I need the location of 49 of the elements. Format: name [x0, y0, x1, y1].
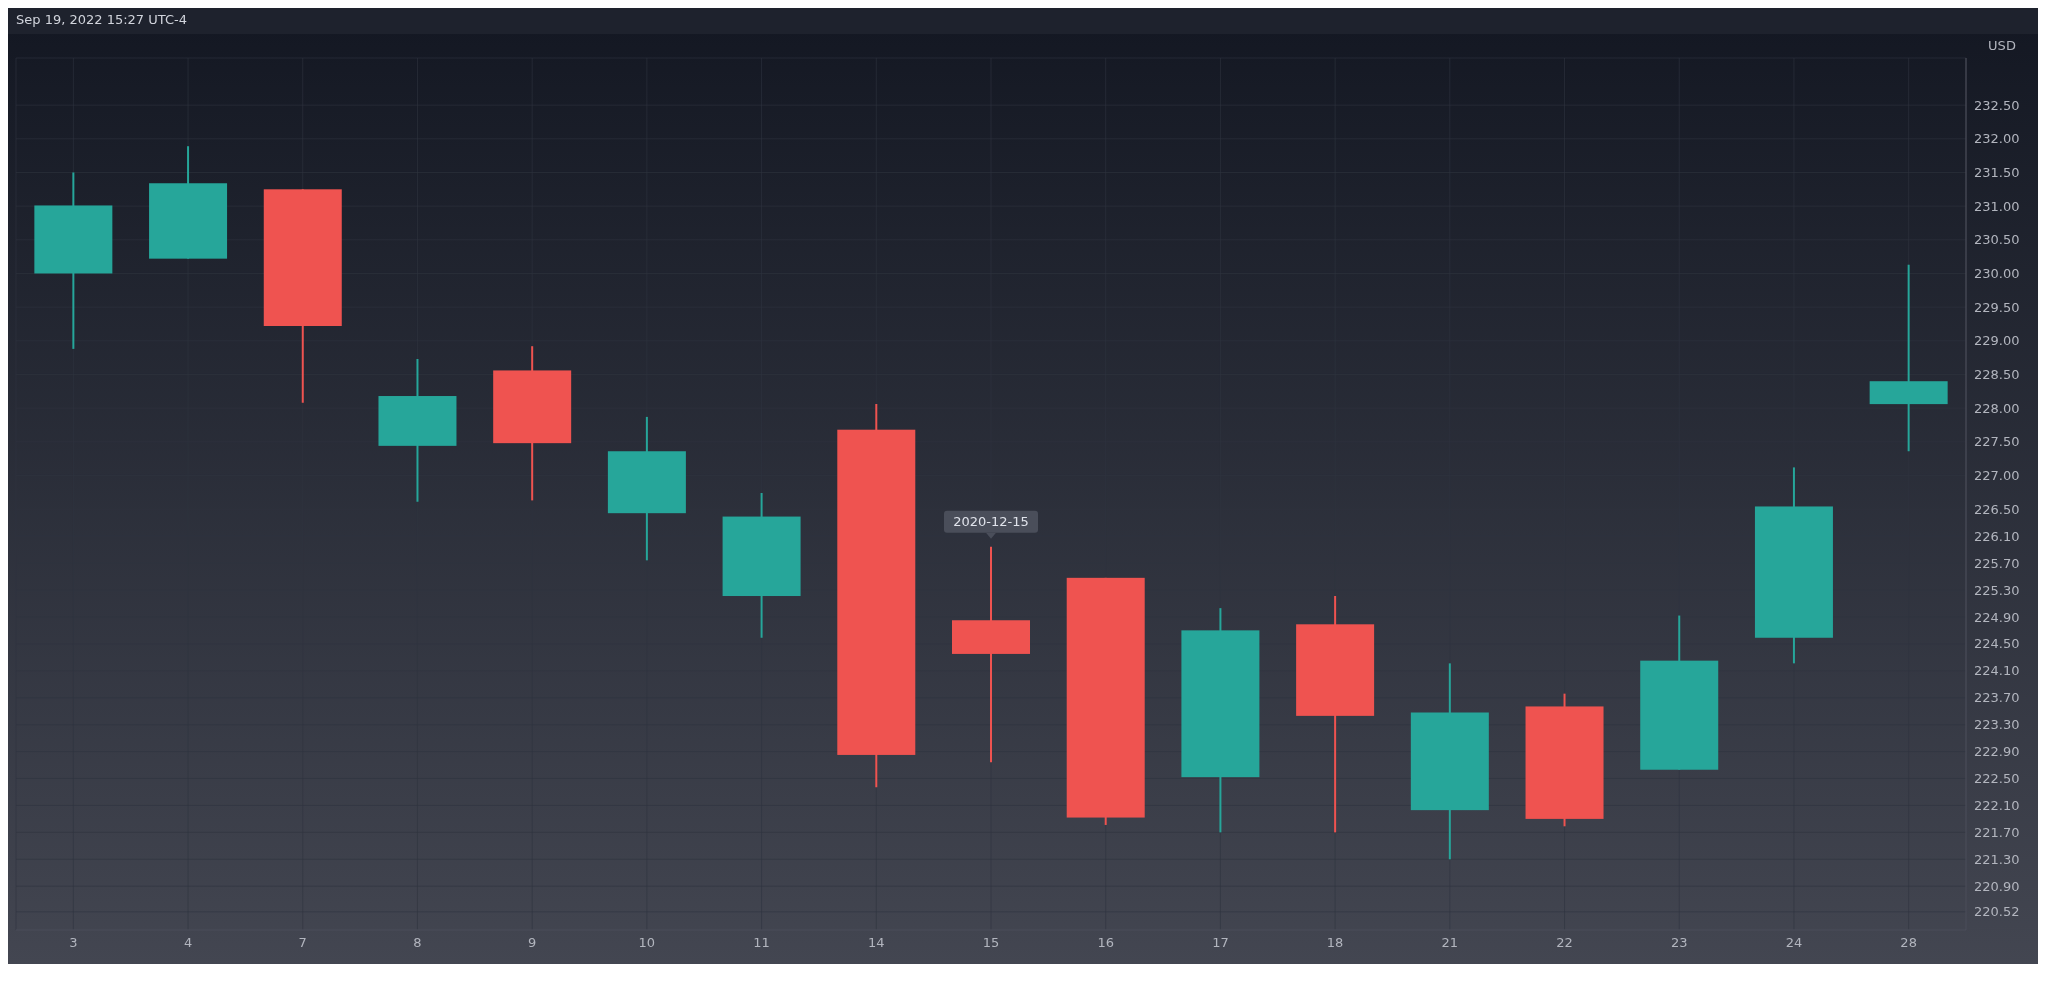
y-tick-label: 228.00 — [1974, 400, 2020, 416]
x-tick-label: 17 — [1212, 935, 1229, 951]
y-tick-label: 230.00 — [1974, 266, 2020, 282]
x-tick-label: 18 — [1326, 935, 1344, 951]
y-tick-label: 222.10 — [1974, 798, 2020, 814]
y-tick-label: 224.50 — [1974, 636, 2020, 652]
y-tick-label: 225.70 — [1974, 555, 2020, 571]
y-tick-label: 232.00 — [1974, 131, 2020, 147]
x-tick-label: 14 — [868, 935, 885, 951]
y-tick-label: 220.52 — [1974, 904, 2020, 920]
y-tick-label: 228.50 — [1974, 367, 2020, 383]
y-tick-label: 229.00 — [1974, 333, 2020, 349]
x-tick-label: 10 — [638, 935, 656, 951]
x-tick-label: 15 — [982, 935, 1000, 951]
annotation: 2020-12-15 — [953, 513, 1029, 529]
x-tick-label: 8 — [413, 935, 422, 951]
y-tick-label: 227.00 — [1974, 468, 2020, 484]
y-tick-label: 222.50 — [1974, 771, 2020, 787]
y-tick-label: 221.70 — [1974, 824, 2020, 840]
y-tick-label: 229.50 — [1974, 299, 2020, 315]
x-tick-label: 21 — [1441, 935, 1459, 951]
x-tick-label: 16 — [1097, 935, 1114, 951]
y-tick-label: 226.10 — [1974, 528, 2020, 544]
x-tick-label: 28 — [1900, 935, 1917, 951]
y-tick-label: 225.30 — [1974, 582, 2020, 598]
x-tick-label: 9 — [528, 935, 537, 951]
x-tick-label: 22 — [1556, 935, 1573, 951]
y-tick-label: 221.30 — [1974, 851, 2020, 867]
candlestick — [1869, 263, 1948, 453]
y-tick-label: 220.90 — [1974, 878, 2020, 894]
x-tick-label: 3 — [69, 935, 78, 951]
y-tick-label: 231.00 — [1974, 198, 2020, 214]
y-tick-label: 224.90 — [1974, 609, 2020, 625]
y-tick-label: 224.10 — [1974, 663, 2020, 679]
y-tick-label: 230.50 — [1974, 232, 2020, 248]
y-tick-label: 222.90 — [1974, 744, 2020, 760]
y-tick-label: 223.70 — [1974, 690, 2020, 706]
y-axis-title: USD — [1988, 38, 2016, 53]
x-tick-label: 11 — [753, 935, 770, 951]
y-tick-label: 226.50 — [1974, 501, 2020, 517]
x-tick-label: 24 — [1785, 935, 1803, 951]
x-tick-label: 23 — [1670, 935, 1688, 951]
x-tick-label: 4 — [183, 935, 193, 951]
y-tick-label: 232.50 — [1974, 97, 2020, 113]
y-tick-label: 223.30 — [1974, 717, 2020, 733]
y-tick-label: 231.50 — [1974, 165, 2020, 181]
text: Sep 19, 2022 15:27 UTC-4 — [16, 12, 187, 27]
y-tick-label: 227.50 — [1974, 434, 2020, 450]
x-tick-label: 7 — [298, 935, 307, 951]
